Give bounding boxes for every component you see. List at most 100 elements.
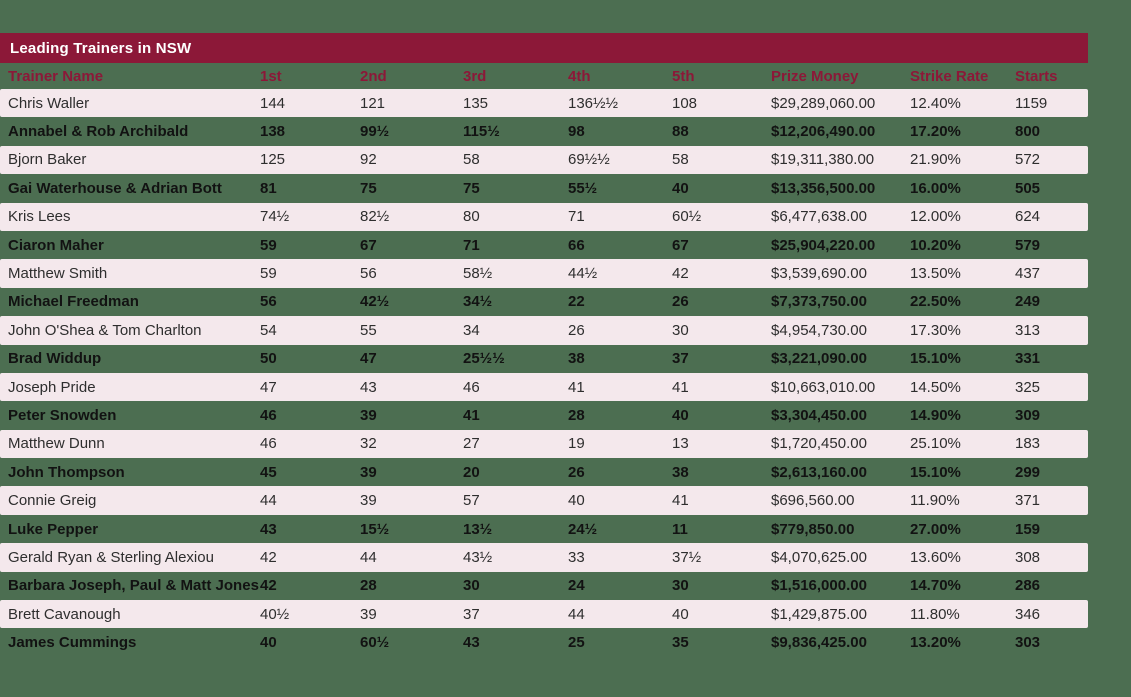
cell-strike-rate: 13.20% <box>910 634 961 652</box>
cell-second: 43 <box>360 378 377 396</box>
table-row: Bjorn Baker 125 92 58 69½½ 58 $19,311,380.00 21… <box>0 145 1088 175</box>
cell-third: 27 <box>463 435 480 453</box>
cell-third: 37 <box>463 605 480 623</box>
cell-prize-money: $25,904,220.00 <box>771 236 876 254</box>
cell-fourth: 24 <box>568 577 585 595</box>
cell-trainer-name: Brad Widdup <box>8 350 102 368</box>
cell-first: 59 <box>260 236 277 254</box>
column-header-third: 3rd <box>463 67 487 85</box>
cell-trainer-name: John Thompson <box>8 463 125 481</box>
cell-fourth: 136½½ <box>568 94 619 112</box>
table-row: Annabel & Rob Archibald 138 99½ 115½ 98 88 $12… <box>0 117 1088 145</box>
cell-first: 54 <box>260 321 277 339</box>
cell-first: 40 <box>260 634 277 652</box>
cell-trainer-name: Kris Lees <box>8 208 71 226</box>
cell-strike-rate: 14.50% <box>910 378 961 396</box>
cell-starts: 331 <box>1015 350 1041 368</box>
cell-strike-rate: 10.20% <box>910 236 961 254</box>
cell-first: 43 <box>260 520 277 538</box>
cell-second: 39 <box>360 492 377 510</box>
table-row: Chris Waller 144 121 135 136½½ 108 $29,289,060… <box>0 89 1088 118</box>
cell-trainer-name: James Cummings <box>8 634 137 652</box>
cell-second: 82½ <box>360 208 390 226</box>
cell-trainer-name: Matthew Smith <box>8 265 108 283</box>
cell-prize-money: $6,477,638.00 <box>771 208 867 226</box>
cell-starts: 371 <box>1015 492 1041 510</box>
cell-fourth: 69½½ <box>568 151 610 169</box>
table-row: Joseph Pride 47 43 46 41 41 $10,663,010.00 14.5… <box>0 372 1088 402</box>
cell-fourth: 44½ <box>568 265 598 283</box>
cell-starts: 303 <box>1015 634 1041 652</box>
cell-first: 46 <box>260 406 277 424</box>
cell-starts: 183 <box>1015 435 1041 453</box>
cell-first: 81 <box>260 179 277 197</box>
cell-trainer-name: Bjorn Baker <box>8 151 87 169</box>
cell-trainer-name: Connie Greig <box>8 492 97 510</box>
table-row: John Thompson 45 39 20 26 38 $2,613,160.00 15.1… <box>0 458 1088 486</box>
cell-prize-money: $2,613,160.00 <box>771 463 867 481</box>
cell-second: 55 <box>360 321 377 339</box>
cell-starts: 249 <box>1015 293 1041 311</box>
cell-fifth: 88 <box>672 123 689 141</box>
cell-first: 44 <box>260 492 277 510</box>
cell-strike-rate: 13.50% <box>910 265 961 283</box>
cell-fifth: 41 <box>672 378 689 396</box>
table-row: Ciaron Maher 59 67 71 66 67 $25,904,220.00 10.2… <box>0 231 1088 259</box>
cell-starts: 437 <box>1015 265 1041 283</box>
cell-prize-money: $3,539,690.00 <box>771 265 867 283</box>
cell-fifth: 108 <box>672 94 698 112</box>
cell-fourth: 26 <box>568 321 585 339</box>
table-title: Leading Trainers in NSW <box>10 39 192 57</box>
cell-starts: 505 <box>1015 179 1041 197</box>
cell-second: 42½ <box>360 293 390 311</box>
cell-fifth: 67 <box>672 236 689 254</box>
cell-fifth: 37 <box>672 350 689 368</box>
table-row: Kris Lees 74½ 82½ 80 71 60½ $6,477,638.00 12.00… <box>0 202 1088 231</box>
cell-starts: 286 <box>1015 577 1041 595</box>
cell-prize-money: $13,356,500.00 <box>771 179 876 197</box>
table-row: Brad Widdup 50 47 25½½ 38 37 $3,221,090.00 15.1… <box>0 345 1088 373</box>
cell-trainer-name: Matthew Dunn <box>8 435 105 453</box>
cell-first: 40½ <box>260 605 290 623</box>
table-row: Barbara Joseph, Paul & Matt Jones 42 28 30 2… <box>0 572 1088 600</box>
cell-strike-rate: 12.40% <box>910 94 961 112</box>
table-row: Gai Waterhouse & Adrian Bott 81 75 75 55½ 40 $… <box>0 174 1088 202</box>
cell-fifth: 60½ <box>672 208 702 226</box>
cell-fourth: 98 <box>568 123 585 141</box>
cell-fourth: 40 <box>568 492 585 510</box>
cell-prize-money: $19,311,380.00 <box>771 151 875 169</box>
cell-first: 45 <box>260 463 277 481</box>
cell-trainer-name: Joseph Pride <box>8 378 96 396</box>
cell-prize-money: $1,720,450.00 <box>771 435 867 453</box>
cell-third: 41 <box>463 406 480 424</box>
cell-starts: 579 <box>1015 236 1041 254</box>
cell-strike-rate: 11.80% <box>910 605 960 623</box>
table-row: Matthew Dunn 46 32 27 19 13 $1,720,450.00 25.10… <box>0 429 1088 459</box>
cell-first: 47 <box>260 378 277 396</box>
cell-first: 56 <box>260 293 277 311</box>
cell-fifth: 40 <box>672 605 689 623</box>
cell-strike-rate: 22.50% <box>910 293 961 311</box>
cell-strike-rate: 14.70% <box>910 577 961 595</box>
cell-trainer-name: Peter Snowden <box>8 406 117 424</box>
cell-third: 71 <box>463 236 480 254</box>
cell-strike-rate: 25.10% <box>910 435 961 453</box>
column-header-second: 2nd <box>360 67 387 85</box>
cell-second: 39 <box>360 463 377 481</box>
cell-second: 39 <box>360 406 377 424</box>
cell-first: 50 <box>260 350 277 368</box>
table-title-bar: Leading Trainers in NSW <box>0 33 1088 63</box>
cell-strike-rate: 15.10% <box>910 350 961 368</box>
cell-fourth: 55½ <box>568 179 598 197</box>
cell-fourth: 44 <box>568 605 585 623</box>
cell-second: 15½ <box>360 520 390 538</box>
cell-starts: 299 <box>1015 463 1041 481</box>
cell-strike-rate: 17.20% <box>910 123 961 141</box>
cell-starts: 308 <box>1015 548 1041 566</box>
cell-starts: 325 <box>1015 378 1041 396</box>
column-header-fifth: 5th <box>672 67 695 85</box>
cell-starts: 572 <box>1015 151 1041 169</box>
cell-second: 121 <box>360 94 386 112</box>
cell-second: 28 <box>360 577 377 595</box>
cell-prize-money: $696,560.00 <box>771 492 855 510</box>
